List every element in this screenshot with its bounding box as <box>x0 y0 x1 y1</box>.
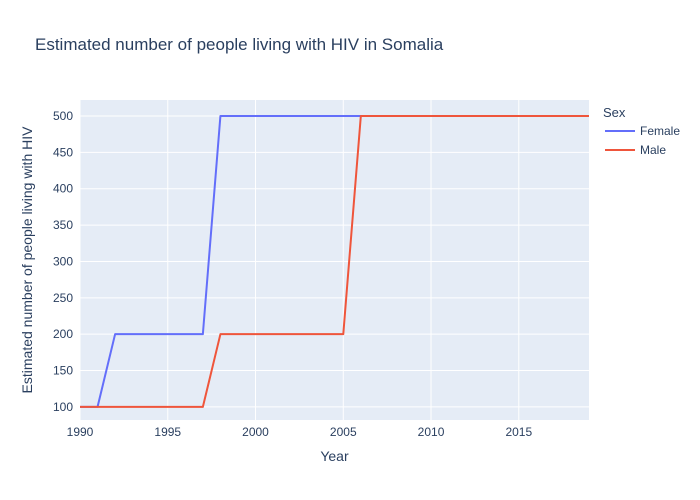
legend-label-male: Male <box>640 143 666 157</box>
x-tick-label: 2000 <box>242 425 269 439</box>
legend-title: Sex <box>603 105 626 120</box>
chart-title: Estimated number of people living with H… <box>35 35 444 54</box>
y-tick-label: 450 <box>53 145 73 159</box>
x-tick-label: 2005 <box>330 425 357 439</box>
y-tick-label: 200 <box>53 327 73 341</box>
y-tick-label: 300 <box>53 254 73 268</box>
x-axis-title: Year <box>320 448 349 464</box>
x-tick-label: 1995 <box>154 425 181 439</box>
x-gridlines <box>79 100 520 420</box>
legend-label-female: Female <box>640 124 680 138</box>
x-axis-ticks: 1990 1995 2000 2005 2010 2015 <box>67 425 533 439</box>
x-tick-label: 2010 <box>418 425 445 439</box>
y-axis-title: Estimated number of people living with H… <box>19 126 35 394</box>
y-tick-label: 400 <box>53 182 73 196</box>
plot-area <box>80 100 589 420</box>
series-lines <box>80 115 589 408</box>
series-line-male <box>80 115 589 408</box>
y-tick-label: 500 <box>53 109 73 123</box>
y-tick-label: 150 <box>53 364 73 378</box>
y-tick-label: 250 <box>53 291 73 305</box>
x-tick-label: 2015 <box>505 425 532 439</box>
y-tick-label: 350 <box>53 218 73 232</box>
y-axis-ticks: 100 150 200 250 300 350 400 450 500 <box>53 109 73 414</box>
y-tick-label: 100 <box>53 400 73 414</box>
x-tick-label: 1990 <box>67 425 94 439</box>
legend: Sex Female Male <box>603 105 680 157</box>
